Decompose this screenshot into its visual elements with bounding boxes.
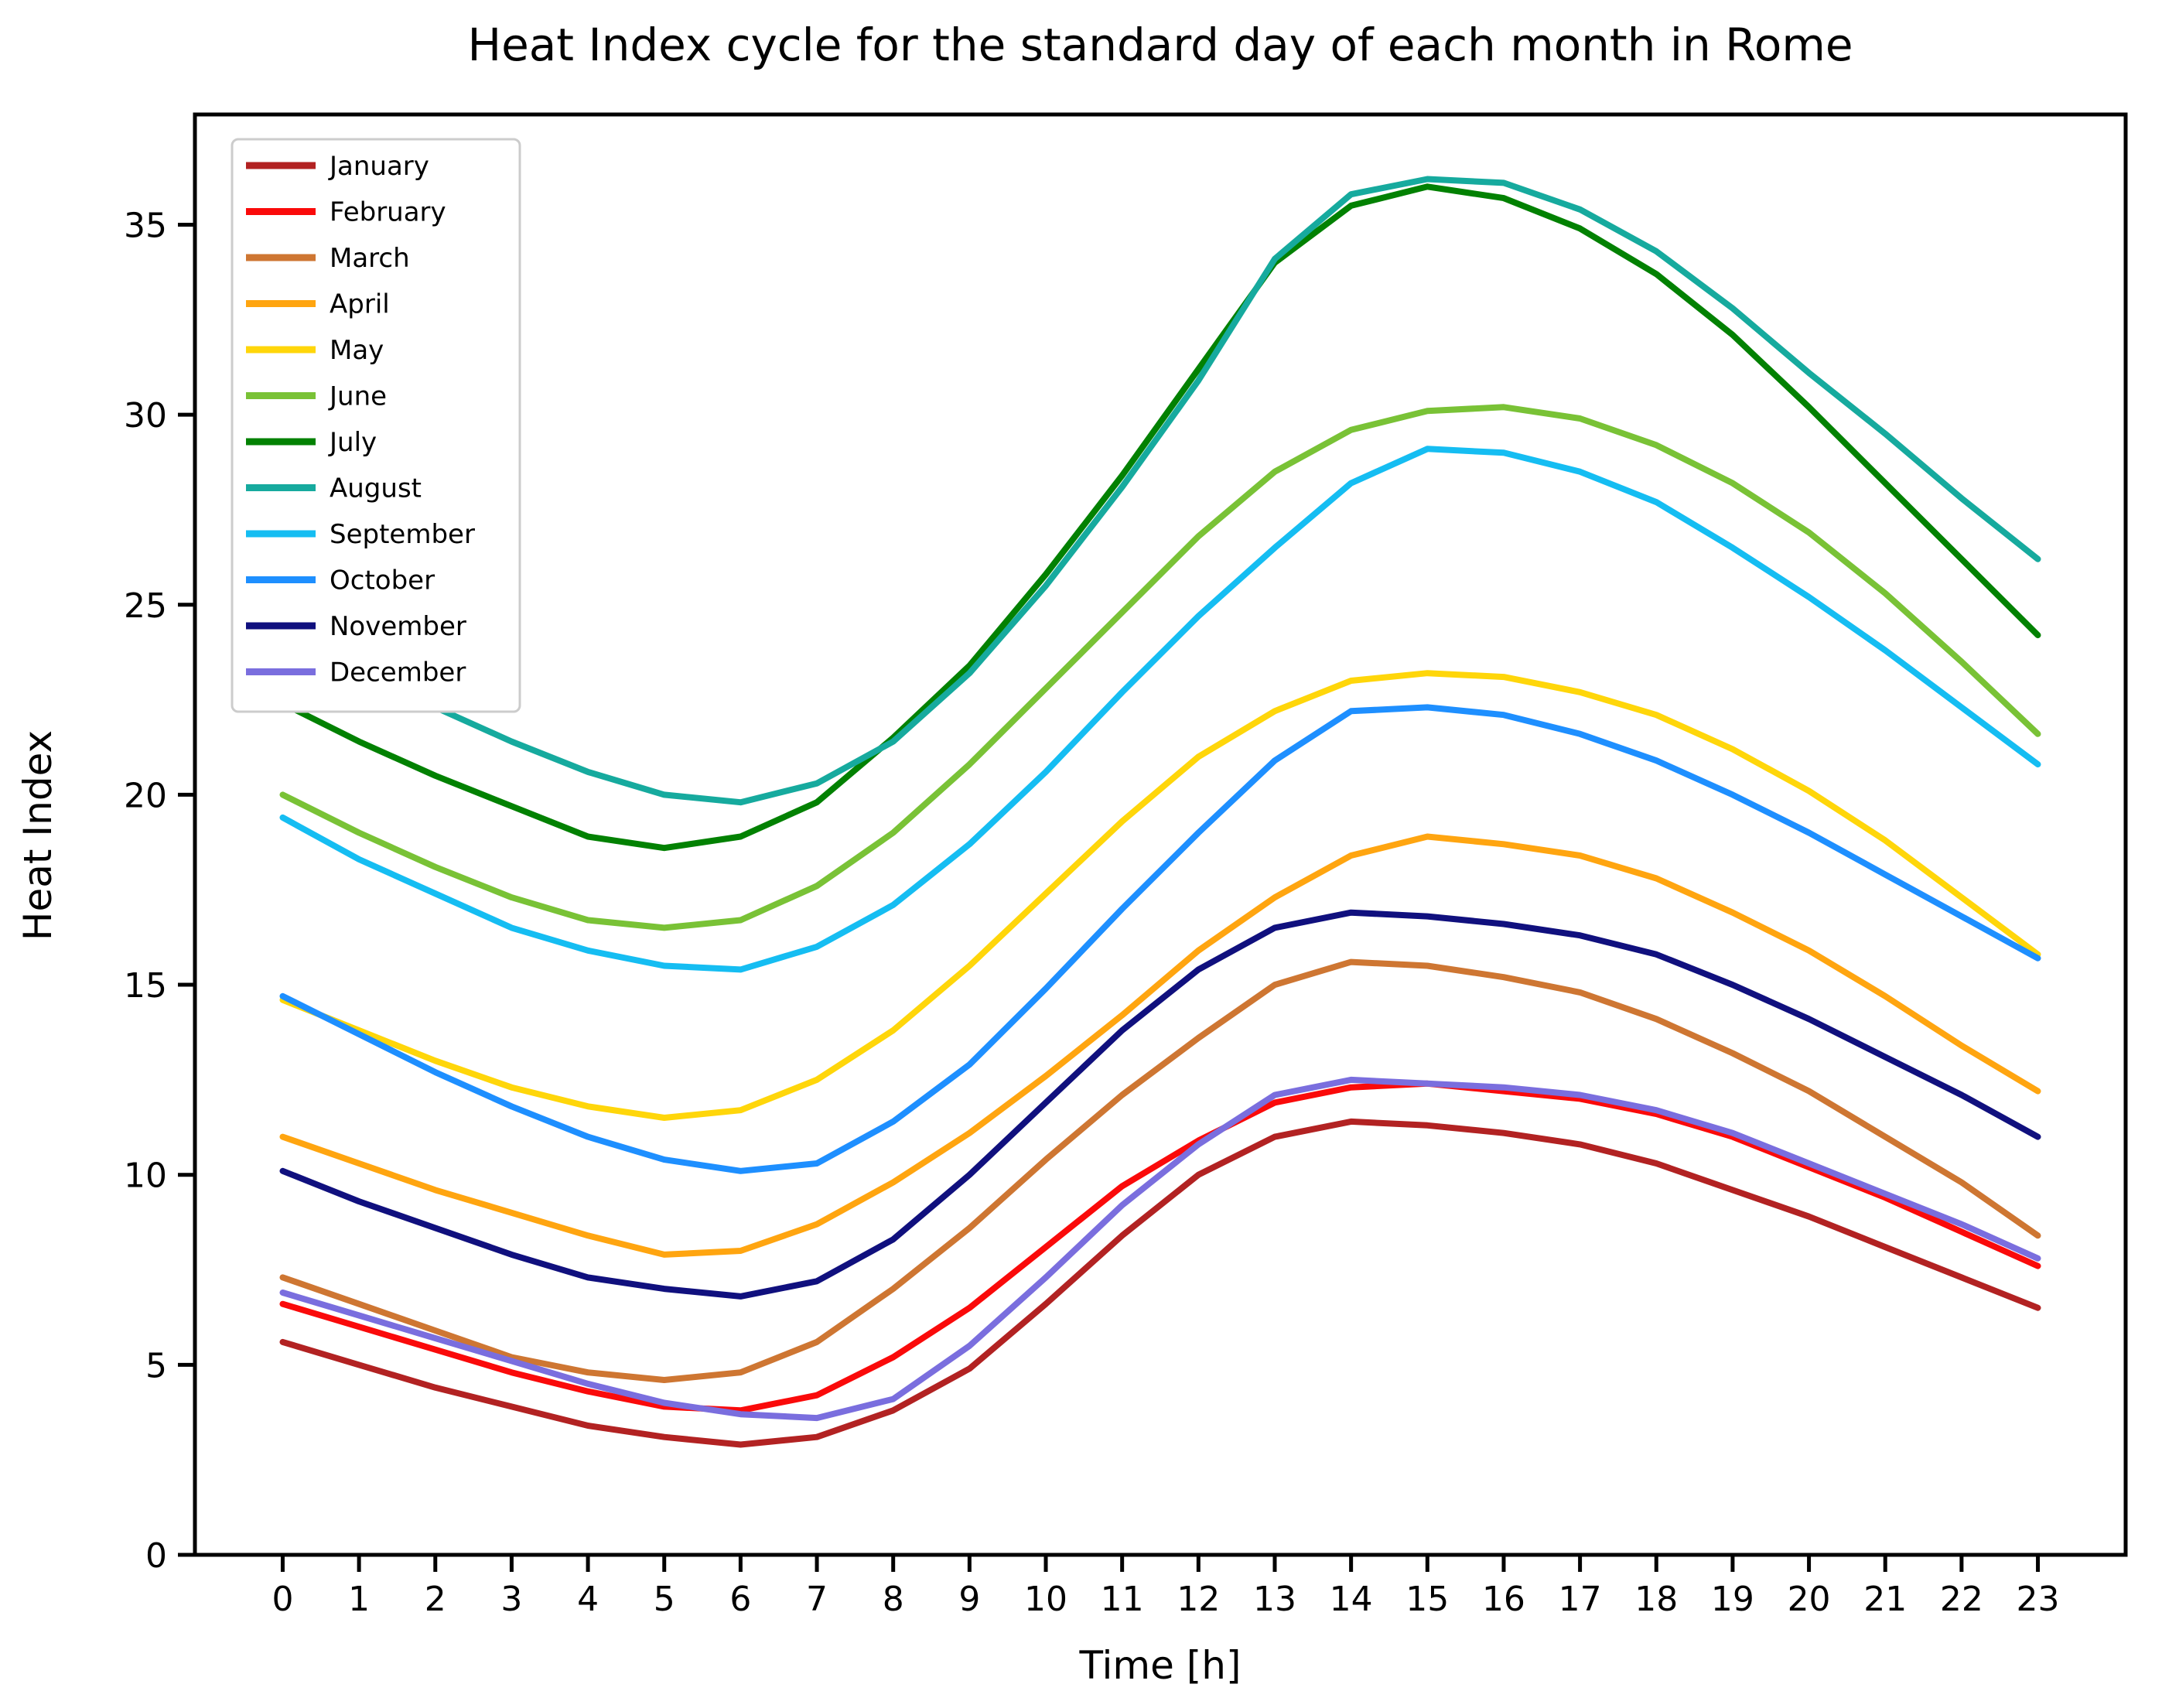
legend-label: December <box>330 658 466 688</box>
x-tick-label: 1 <box>348 1580 370 1619</box>
legend-label: February <box>330 197 446 228</box>
plot-area-border <box>193 112 2128 1557</box>
axis-ticks: 0 1 2 3 4 5 6 7 8 9 10 11 12 13 14 15 16 17 18 19 20 21 22 2305… <box>124 206 2060 1619</box>
x-tick-label: 15 <box>1405 1580 1449 1619</box>
y-tick-label: 20 <box>124 776 167 815</box>
series-line-november <box>279 909 2041 1300</box>
x-tick-label: 14 <box>1330 1580 1373 1619</box>
y-tick-label: 0 <box>145 1536 167 1576</box>
y-tick-label: 5 <box>145 1346 167 1385</box>
x-tick-label: 3 <box>500 1580 522 1619</box>
series-line-september <box>279 446 2041 973</box>
x-tick-label: 13 <box>1253 1580 1296 1619</box>
y-tick-label: 15 <box>124 966 167 1006</box>
legend-label: September <box>330 519 475 550</box>
x-tick-label: 0 <box>272 1580 293 1619</box>
series-line-february <box>279 1080 2041 1414</box>
series-line-july <box>279 183 2041 852</box>
legend-item-march: March <box>246 243 410 274</box>
x-tick-label: 21 <box>1863 1580 1907 1619</box>
series-line-october <box>279 704 2041 1174</box>
legend-label: October <box>330 565 435 596</box>
series-line-april <box>279 833 2041 1258</box>
x-tick-label: 5 <box>654 1580 675 1619</box>
series-lines <box>279 176 2041 1448</box>
x-axis-label: Time [h] <box>1079 1643 1242 1688</box>
legend-box <box>231 138 521 713</box>
x-tick-label: 7 <box>806 1580 828 1619</box>
series-line-january <box>279 1118 2041 1448</box>
x-tick-label: 17 <box>1559 1580 1602 1619</box>
y-tick-label: 10 <box>124 1156 167 1196</box>
x-tick-label: 6 <box>729 1580 751 1619</box>
legend-label: May <box>330 335 384 366</box>
legend-label: August <box>330 473 422 504</box>
chart-title: Heat Index cycle for the standard day of… <box>467 19 1853 71</box>
x-tick-label: 10 <box>1024 1580 1067 1619</box>
legend-item-february: February <box>246 197 446 228</box>
x-tick-label: 22 <box>1940 1580 1983 1619</box>
series-line-march <box>279 958 2041 1383</box>
legend-item-january: January <box>246 151 429 182</box>
y-tick-label: 30 <box>124 396 167 436</box>
x-tick-label: 2 <box>425 1580 446 1619</box>
y-axis-label: Heat Index <box>15 730 60 941</box>
x-tick-label: 12 <box>1177 1580 1220 1619</box>
series-line-december <box>279 1076 2041 1422</box>
series-line-june <box>279 404 2041 931</box>
x-tick-label: 18 <box>1634 1580 1678 1619</box>
legend-item-august: August <box>246 473 422 504</box>
legend-item-april: April <box>246 289 390 320</box>
x-tick-label: 19 <box>1711 1580 1754 1619</box>
legend-item-july: July <box>246 427 377 458</box>
legend-label: November <box>330 611 466 642</box>
x-tick-label: 9 <box>958 1580 980 1619</box>
legend-label: July <box>328 427 377 458</box>
legend-item-september: September <box>246 519 475 550</box>
legend-item-may: May <box>246 335 384 366</box>
legend-label: March <box>330 243 410 274</box>
legend-item-december: December <box>246 658 466 688</box>
legend-item-june: June <box>246 381 387 412</box>
x-tick-label: 4 <box>577 1580 599 1619</box>
legend-item-october: October <box>246 565 435 596</box>
x-tick-label: 11 <box>1101 1580 1144 1619</box>
legend-label: January <box>328 151 429 182</box>
y-tick-label: 25 <box>124 586 167 626</box>
series-line-august <box>279 176 2041 806</box>
y-tick-label: 35 <box>124 206 167 245</box>
legend: January February March April May June July Augu… <box>231 138 521 713</box>
x-tick-label: 16 <box>1482 1580 1525 1619</box>
legend-label: April <box>330 289 390 320</box>
legend-item-november: November <box>246 611 466 642</box>
series-line-may <box>279 670 2041 1121</box>
x-tick-label: 8 <box>883 1580 904 1619</box>
x-tick-label: 23 <box>2017 1580 2060 1619</box>
legend-label: June <box>328 381 387 412</box>
x-tick-label: 20 <box>1788 1580 1831 1619</box>
